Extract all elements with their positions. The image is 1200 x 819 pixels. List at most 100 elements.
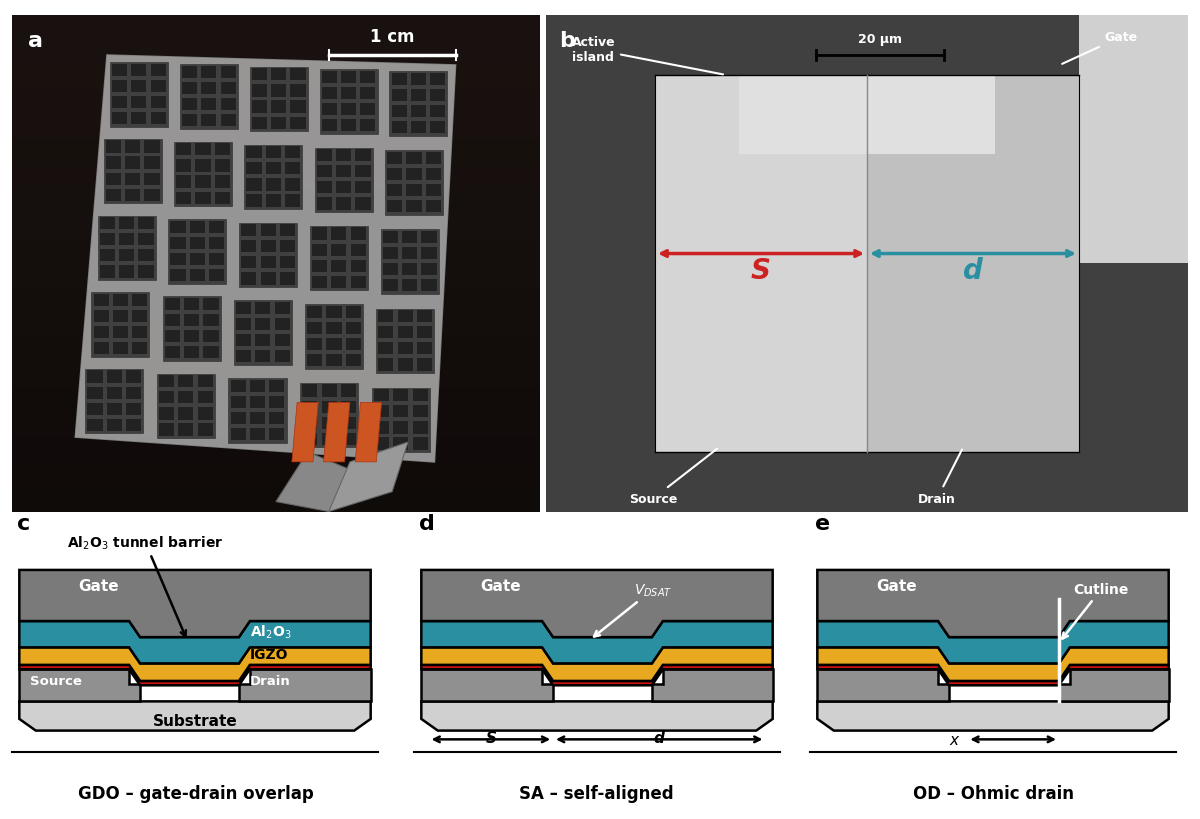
Bar bbox=[341, 417, 356, 429]
Bar bbox=[236, 335, 251, 347]
Text: GDO – gate-drain overlap: GDO – gate-drain overlap bbox=[78, 785, 313, 803]
Text: S: S bbox=[485, 731, 497, 745]
Bar bbox=[196, 161, 210, 172]
Bar bbox=[113, 310, 128, 323]
Bar bbox=[190, 269, 205, 282]
Bar bbox=[307, 306, 322, 319]
Bar bbox=[302, 417, 317, 429]
Polygon shape bbox=[421, 622, 773, 663]
Bar bbox=[138, 218, 154, 230]
Polygon shape bbox=[19, 570, 371, 637]
Bar bbox=[346, 306, 361, 319]
Bar bbox=[416, 327, 432, 339]
Text: d: d bbox=[654, 731, 665, 745]
Bar bbox=[241, 273, 257, 285]
Bar bbox=[112, 81, 127, 93]
Bar bbox=[397, 310, 413, 323]
Text: $x$: $x$ bbox=[948, 732, 960, 747]
Bar bbox=[196, 176, 210, 188]
Bar bbox=[397, 343, 413, 355]
Bar bbox=[402, 280, 418, 292]
Text: b: b bbox=[559, 31, 575, 52]
Bar bbox=[307, 355, 322, 367]
Bar bbox=[230, 413, 246, 425]
Bar bbox=[326, 306, 342, 319]
Bar bbox=[271, 102, 287, 114]
Text: 20 μm: 20 μm bbox=[858, 33, 902, 46]
Bar bbox=[322, 71, 337, 84]
Bar bbox=[100, 250, 115, 262]
Bar bbox=[431, 122, 445, 134]
Bar bbox=[290, 117, 306, 129]
Bar bbox=[126, 403, 142, 415]
Bar bbox=[12, 364, 540, 388]
Bar bbox=[290, 85, 306, 97]
Bar bbox=[162, 297, 221, 361]
Bar bbox=[202, 115, 216, 127]
Bar bbox=[397, 359, 413, 371]
Bar bbox=[209, 253, 224, 265]
Bar bbox=[322, 385, 337, 397]
Bar bbox=[125, 157, 140, 170]
Bar bbox=[256, 302, 270, 314]
Bar bbox=[302, 401, 317, 414]
Polygon shape bbox=[817, 669, 949, 702]
Bar bbox=[113, 294, 128, 306]
Bar bbox=[215, 192, 230, 205]
Bar bbox=[250, 428, 265, 441]
Bar bbox=[12, 115, 540, 140]
Polygon shape bbox=[19, 669, 140, 702]
Bar bbox=[144, 174, 160, 186]
Bar bbox=[322, 401, 337, 414]
Bar bbox=[125, 174, 140, 186]
Bar bbox=[198, 376, 212, 388]
Bar bbox=[88, 387, 102, 399]
Bar bbox=[391, 106, 407, 118]
Bar bbox=[196, 192, 210, 205]
Bar bbox=[236, 302, 251, 314]
Polygon shape bbox=[421, 702, 773, 731]
Bar bbox=[106, 157, 121, 170]
Bar bbox=[112, 97, 127, 109]
Bar bbox=[280, 224, 295, 237]
Text: Drain: Drain bbox=[918, 450, 962, 505]
Bar bbox=[106, 174, 121, 186]
Bar bbox=[312, 260, 328, 273]
Bar bbox=[407, 152, 421, 165]
Bar bbox=[394, 422, 408, 434]
Polygon shape bbox=[19, 665, 371, 686]
Bar bbox=[269, 380, 284, 392]
Bar bbox=[94, 294, 109, 306]
Bar bbox=[275, 335, 289, 347]
Polygon shape bbox=[329, 442, 408, 512]
Polygon shape bbox=[276, 452, 355, 512]
Polygon shape bbox=[19, 702, 371, 731]
Bar bbox=[341, 104, 356, 115]
Bar bbox=[179, 391, 193, 404]
Bar bbox=[176, 192, 191, 205]
Bar bbox=[239, 224, 298, 287]
Bar bbox=[312, 277, 328, 288]
Text: Al$_2$O$_3$ tunnel barrier: Al$_2$O$_3$ tunnel barrier bbox=[67, 534, 223, 636]
Bar bbox=[256, 351, 270, 363]
Bar bbox=[179, 424, 193, 436]
Bar bbox=[204, 331, 218, 343]
Bar bbox=[341, 88, 356, 100]
Bar bbox=[209, 221, 224, 233]
Bar bbox=[215, 161, 230, 172]
Bar bbox=[170, 253, 186, 265]
Text: OD – Ohmic drain: OD – Ohmic drain bbox=[913, 785, 1074, 803]
Bar bbox=[12, 314, 540, 338]
Bar bbox=[302, 433, 317, 446]
Bar bbox=[144, 189, 160, 201]
Bar bbox=[275, 319, 289, 331]
Bar bbox=[260, 241, 276, 253]
Bar bbox=[94, 310, 109, 323]
Bar bbox=[184, 346, 199, 359]
Bar bbox=[112, 113, 127, 125]
Bar bbox=[138, 266, 154, 278]
Bar bbox=[326, 339, 342, 351]
Polygon shape bbox=[421, 665, 773, 686]
Bar bbox=[241, 241, 257, 253]
Text: 1 cm: 1 cm bbox=[370, 28, 414, 46]
